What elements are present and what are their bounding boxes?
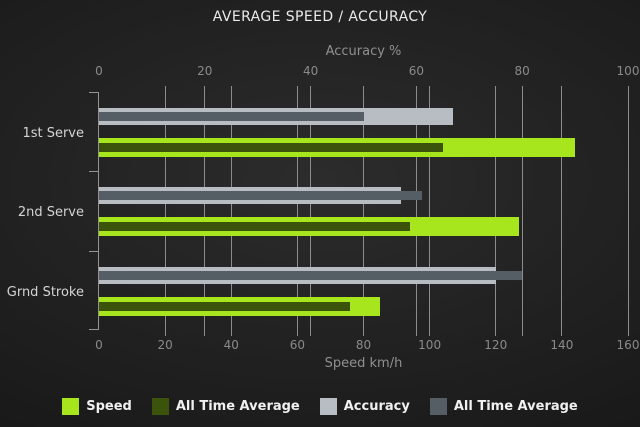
gridline — [627, 86, 629, 336]
gridline — [521, 86, 523, 336]
legend-item: All Time Average — [151, 397, 300, 415]
speed-axis-tick-label: 140 — [550, 338, 574, 352]
gridline — [296, 86, 298, 336]
accuracy-axis-tick-label: 0 — [95, 64, 103, 78]
legend-swatch — [151, 397, 169, 415]
category-axis-line — [98, 92, 99, 330]
chart-title: AVERAGE SPEED / ACCURACY — [212, 9, 428, 25]
top-axis-title: Accuracy % — [325, 44, 402, 59]
legend-label: All Time Average — [453, 398, 578, 414]
category-label: 2nd Serve — [17, 205, 84, 221]
gridline — [495, 86, 497, 336]
legend-swatch — [62, 397, 80, 415]
speed-axis-tick-label: 40 — [223, 338, 239, 352]
gridline — [164, 86, 166, 336]
gridline — [363, 86, 364, 336]
bar-speed-average-all-time-average — [99, 222, 410, 232]
category-label: 1st Serve — [22, 126, 84, 141]
legend-label: All Time Average — [175, 398, 300, 414]
accuracy-axis-tick-label: 60 — [408, 64, 425, 78]
legend-label: Speed — [86, 398, 132, 414]
category-boundary-tick — [89, 171, 98, 172]
speed-axis-tick-label: 100 — [418, 338, 442, 352]
legend-item: All Time Average — [429, 397, 578, 415]
bottom-axis-title: Speed km/h — [324, 356, 403, 371]
speed-axis-tick-label: 0 — [95, 338, 103, 352]
legend-swatch — [319, 397, 337, 415]
gridline — [204, 86, 206, 336]
speed-axis-tick-label: 80 — [355, 338, 372, 352]
speed-axis-tick-label: 120 — [484, 338, 508, 352]
speed-axis-tick-label: 160 — [616, 338, 640, 352]
bar-accuracy-average-all-time-average — [99, 112, 364, 121]
gridline — [429, 86, 431, 336]
bar-accuracy-average-all-time-average — [99, 191, 422, 201]
accuracy-axis-tick-label: 100 — [616, 64, 640, 78]
legend-swatch — [429, 397, 447, 415]
category-boundary-tick — [89, 329, 98, 330]
speed-axis-tick-label: 60 — [289, 338, 306, 352]
accuracy-axis-tick-label: 40 — [302, 64, 319, 78]
legend-item: Speed — [62, 397, 132, 415]
plot-area — [89, 86, 629, 336]
speed-axis-tick-label: 20 — [157, 338, 173, 352]
legend-item: Accuracy — [319, 397, 410, 415]
category-boundary-tick — [89, 251, 98, 252]
bar-accuracy-average-all-time-average — [99, 270, 522, 280]
category-label: Grnd Stroke — [6, 284, 84, 300]
gridline — [310, 86, 312, 336]
category-boundary-tick — [89, 92, 98, 93]
gridline — [415, 86, 417, 336]
gridline — [561, 86, 563, 336]
accuracy-axis-tick-label: 20 — [197, 64, 213, 78]
legend: Speed All Time Average Accuracy All Time Av… — [0, 397, 640, 415]
accuracy-axis-tick-label: 80 — [514, 64, 530, 78]
bar-speed-average-all-time-average — [99, 301, 350, 311]
legend-label: Accuracy — [343, 398, 410, 414]
gridline — [230, 86, 232, 336]
bar-speed-average-all-time-average — [99, 143, 443, 152]
